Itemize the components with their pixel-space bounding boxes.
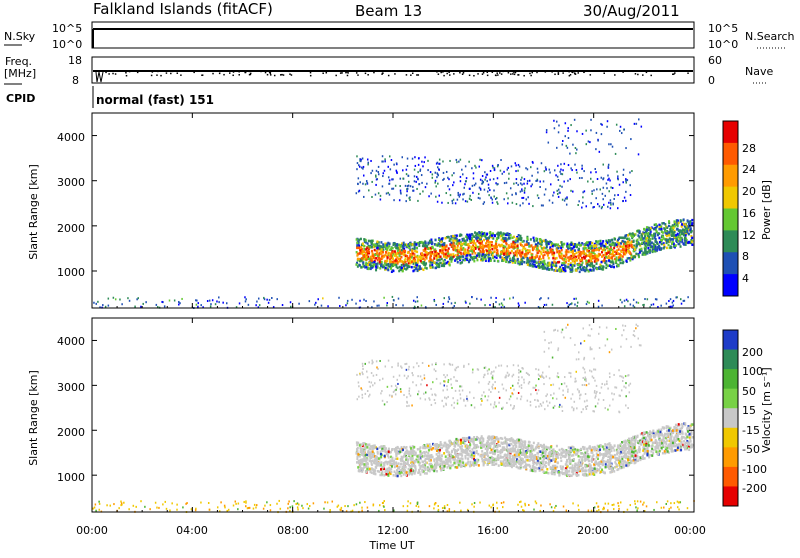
freq-panel: Freq. [MHz] 18 8 Nave 60 0 [4,54,773,87]
nsearch-label: N.Search [745,30,795,43]
xtick-1200: 12:00 [377,524,409,537]
freq-tick-top: 18 [68,54,82,67]
velocity-colorbar-swatch [723,467,738,487]
velocity-colorbar-tick-15: 15 [742,404,756,417]
power-colorbar-tick-8: 8 [742,250,749,263]
velocity-colorbar-swatch [723,330,738,350]
velocity-ytick-1000: 1000 [57,471,85,484]
power-colorbar-tick-20: 20 [742,185,756,198]
power-colorbar-label: Power [dB] [760,180,773,240]
velocity-colorbar-swatch [723,486,738,506]
velocity-colorbar-label: Velocity [m s⁻¹] [760,367,773,452]
velocity-ylabel: Slant Range [km] [27,370,40,466]
freq-tick-bottom: 8 [72,74,79,87]
power-colorbar-tick-4: 4 [742,272,749,285]
velocity-ytick-4000: 4000 [57,335,85,348]
cpid-mode: normal (fast) 151 [96,93,214,107]
power-colorbar-swatch [723,209,738,231]
cpid-label: CPID [6,92,35,105]
velocity-colorbar [723,330,738,507]
velocity-colorbar-swatch [723,447,738,467]
nsky-tick-bottom: 10^0 [52,38,82,51]
velocity-colorbar-swatch [723,428,738,448]
power-colorbar-swatch [723,252,738,274]
power-colorbar-swatch [723,143,738,165]
beam-title: Beam 13 [355,2,422,20]
xtick-2400: 00:00 [674,524,706,537]
velocity-colorbar-tick-neg200: -200 [742,482,767,495]
date-title: 30/Aug/2011 [583,2,680,20]
power-colorbar-swatch [723,187,738,209]
velocity-echo-field [92,324,694,513]
power-ytick-3000: 3000 [57,176,85,189]
power-panel: Slant Range [km] 4000 3000 2000 1000 28 … [27,113,773,309]
xtick-0400: 04:00 [176,524,208,537]
power-colorbar-swatch [723,230,738,252]
velocity-colorbar-swatch [723,369,738,389]
nave-label: Nave [745,65,773,78]
velocity-colorbar-swatch [723,350,738,370]
power-colorbar-tick-16: 16 [742,207,756,220]
power-colorbar-tick-24: 24 [742,163,756,176]
freq-unit-label: [MHz] [4,67,36,80]
velocity-colorbar-tick-neg100: -100 [742,463,767,476]
nsky-tick-top: 10^5 [52,22,82,35]
power-ylabel: Slant Range [km] [27,164,40,260]
velocity-colorbar-swatch [723,389,738,409]
power-colorbar [723,121,738,297]
velocity-ytick-2000: 2000 [57,426,85,439]
velocity-panel: Slant Range [km] 4000 3000 2000 1000 200… [27,318,773,513]
velocity-colorbar-swatch [723,408,738,428]
velocity-colorbar-tick-neg15: -15 [742,424,760,437]
nsearch-tick-top: 10^5 [708,22,738,35]
velocity-ytick-3000: 3000 [57,381,85,394]
station-title: Falkland Islands (fitACF) [93,0,273,18]
power-colorbar-swatch [723,121,738,143]
nave-tick-top: 60 [708,54,722,67]
power-colorbar-swatch [723,165,738,187]
x-axis-label: Time UT [368,539,414,552]
velocity-colorbar-tick-200: 200 [742,346,763,359]
nsearch-tick-bottom: 10^0 [708,38,738,51]
power-ytick-2000: 2000 [57,222,85,235]
velocity-colorbar-tick-neg50: -50 [742,443,760,456]
power-ytick-4000: 4000 [57,131,85,144]
velocity-colorbar-tick-50: 50 [742,385,756,398]
nave-tick-bottom: 0 [708,74,715,87]
power-colorbar-tick-28: 28 [742,142,756,155]
xtick-0800: 08:00 [277,524,309,537]
nsky-panel: N.Sky 10^5 10^0 N.Search 10^5 10^0 [4,22,795,51]
power-colorbar-swatch [723,274,738,296]
xtick-1600: 16:00 [477,524,509,537]
xtick-2000: 20:00 [577,524,609,537]
nsky-label: N.Sky [4,30,36,43]
power-echo-field [93,118,693,309]
power-colorbar-tick-12: 12 [742,229,756,242]
xtick-0000: 00:00 [76,524,108,537]
power-ytick-1000: 1000 [57,266,85,279]
